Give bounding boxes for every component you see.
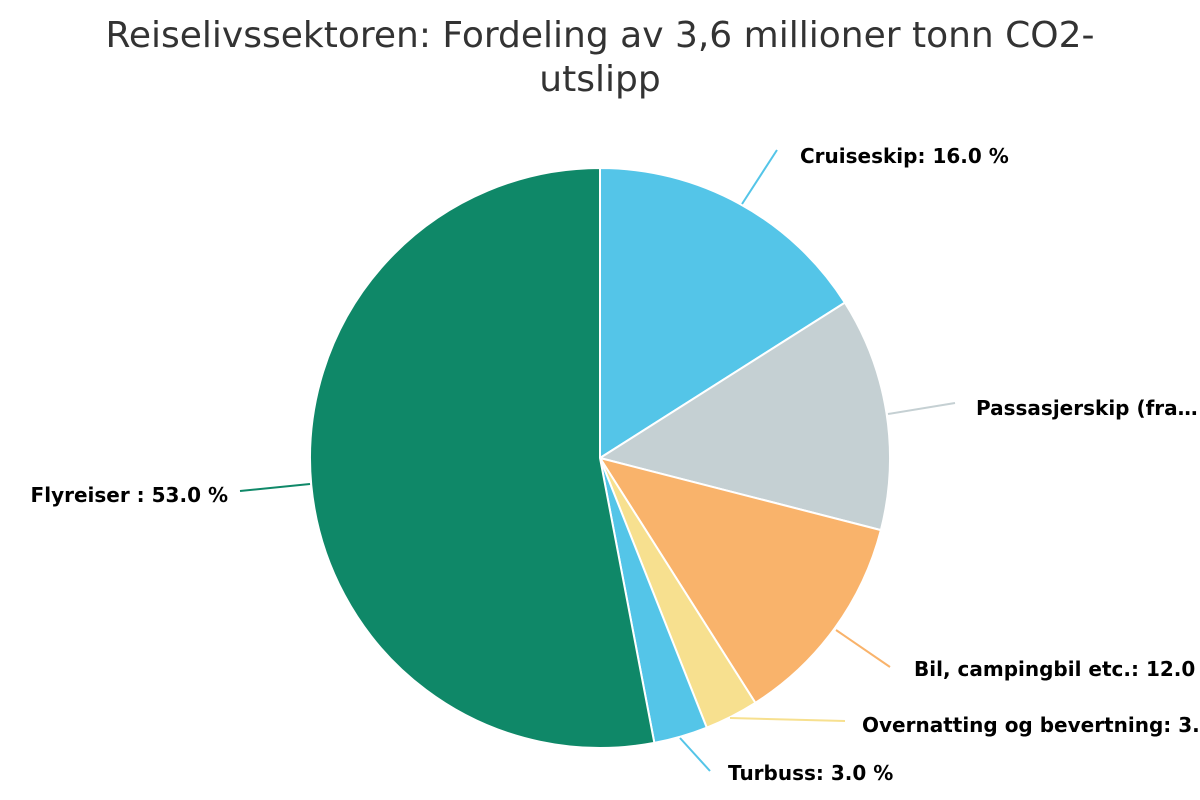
label-leaders (239, 149, 956, 772)
slice-label: Passasjerskip (fra… (976, 396, 1198, 420)
label-leader-line (679, 737, 711, 772)
chart-title: Reiselivssektoren: Fordeling av 3,6 mill… (0, 14, 1200, 102)
pie-slice-cruiseskip (599, 166, 847, 460)
label-leader-line (239, 483, 311, 492)
chart-title-line-1: Reiselivssektoren: Fordeling av 3,6 mill… (105, 15, 1095, 56)
chart-title-line-2: utslipp (539, 59, 661, 100)
label-leader-line (835, 629, 891, 668)
pie-slices (309, 166, 891, 749)
slice-label: Overnatting og bevertning: 3. (862, 713, 1200, 737)
slice-labels: Cruiseskip: 16.0 % Passasjerskip (fra… Bil… (31, 144, 1200, 785)
pie-slice-flyreiser (309, 166, 656, 749)
slice-label: Bil, campingbil etc.: 12.0 % (914, 657, 1200, 681)
pie-slice-passasjerskip-fra (597, 301, 891, 532)
slice-label: Cruiseskip: 16.0 % (800, 144, 1009, 168)
pie-slice-bil-campingbil-etc (597, 456, 883, 705)
label-leader-line (741, 149, 778, 205)
slice-label: Turbuss: 3.0 % (728, 761, 893, 785)
slice-label: Flyreiser : 53.0 % (31, 483, 228, 507)
label-leader-line (887, 402, 956, 415)
label-leader-line (729, 717, 846, 722)
